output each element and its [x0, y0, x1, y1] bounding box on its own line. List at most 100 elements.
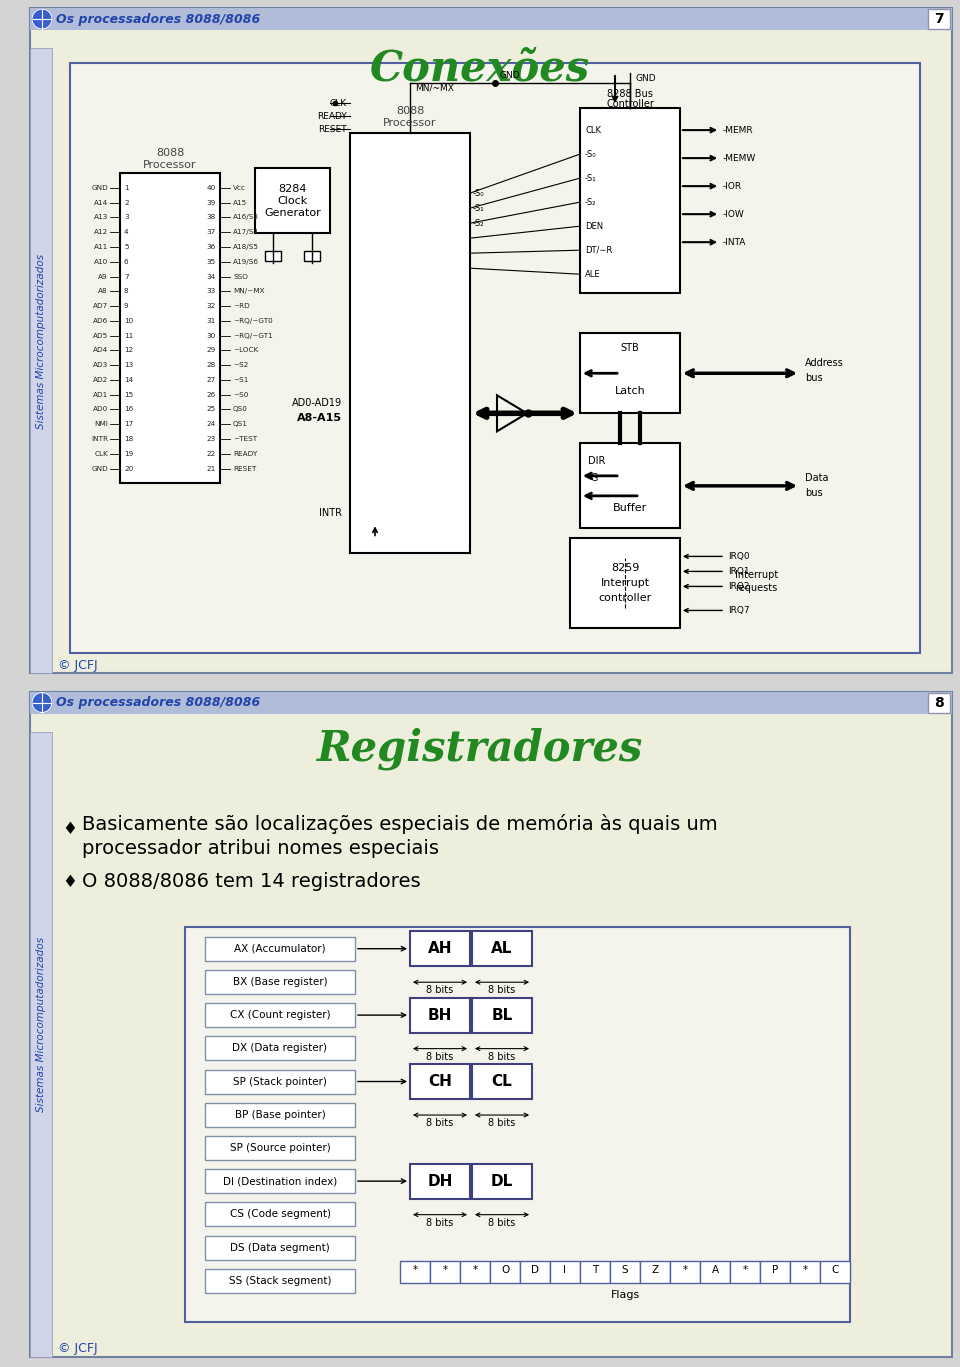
FancyBboxPatch shape	[205, 971, 355, 994]
Text: Os processadores 8088/8086: Os processadores 8088/8086	[56, 12, 260, 26]
Text: bus: bus	[805, 488, 823, 498]
Text: Registradores: Registradores	[317, 727, 643, 770]
Text: 11: 11	[124, 332, 133, 339]
Text: 12: 12	[124, 347, 133, 354]
FancyBboxPatch shape	[820, 1260, 850, 1284]
Text: DT/∼R: DT/∼R	[585, 246, 612, 254]
FancyBboxPatch shape	[580, 108, 680, 293]
Text: A12: A12	[94, 230, 108, 235]
Text: QS0: QS0	[233, 406, 248, 413]
Text: CH: CH	[428, 1074, 452, 1089]
Text: DX (Data register): DX (Data register)	[232, 1043, 327, 1054]
Text: processador atribui nomes especiais: processador atribui nomes especiais	[82, 839, 439, 858]
Text: P: P	[772, 1264, 779, 1275]
Text: SS (Stack segment): SS (Stack segment)	[228, 1275, 331, 1286]
Text: 22: 22	[206, 451, 216, 457]
Text: Controller: Controller	[606, 98, 654, 109]
Text: Basicamente são localizações especiais de memória às quais um: Basicamente são localizações especiais d…	[82, 813, 718, 834]
Text: A8: A8	[98, 288, 108, 294]
FancyBboxPatch shape	[205, 1269, 355, 1293]
Text: ~S1: ~S1	[233, 377, 249, 383]
Text: A16/S3: A16/S3	[233, 215, 259, 220]
FancyBboxPatch shape	[120, 174, 220, 484]
Text: *: *	[443, 1264, 447, 1275]
Text: 33: 33	[206, 288, 216, 294]
Text: 29: 29	[206, 347, 216, 354]
Text: AD1: AD1	[93, 392, 108, 398]
Text: O: O	[501, 1264, 509, 1275]
Text: -MEMW: -MEMW	[723, 153, 756, 163]
Text: QS1: QS1	[233, 421, 248, 428]
Text: A14: A14	[94, 200, 108, 205]
Text: 40: 40	[206, 185, 216, 191]
Text: Sistemas Microcomputadorizados: Sistemas Microcomputadorizados	[36, 254, 46, 429]
Text: 8 bits: 8 bits	[426, 1218, 454, 1228]
FancyBboxPatch shape	[700, 1260, 730, 1284]
Text: AD5: AD5	[93, 332, 108, 339]
Text: A13: A13	[94, 215, 108, 220]
Text: Latch: Latch	[614, 387, 645, 396]
Text: 38: 38	[206, 215, 216, 220]
FancyBboxPatch shape	[30, 48, 52, 674]
Text: -S₀: -S₀	[473, 189, 485, 198]
Text: 8088: 8088	[396, 107, 424, 116]
FancyBboxPatch shape	[570, 539, 680, 629]
Text: D: D	[531, 1264, 539, 1275]
Text: A: A	[711, 1264, 719, 1275]
Text: READY: READY	[233, 451, 257, 457]
Text: 8259: 8259	[611, 563, 639, 573]
Text: 16: 16	[124, 406, 133, 413]
Text: O 8088/8086 tem 14 registradores: O 8088/8086 tem 14 registradores	[82, 872, 420, 891]
Text: Interrupt: Interrupt	[600, 578, 650, 588]
Text: 2: 2	[124, 200, 129, 205]
FancyBboxPatch shape	[640, 1260, 670, 1284]
Text: BP (Base pointer): BP (Base pointer)	[234, 1110, 325, 1120]
Text: DEN: DEN	[585, 221, 603, 231]
Text: MN/~MX: MN/~MX	[233, 288, 265, 294]
Text: 35: 35	[206, 258, 216, 265]
Text: DI (Destination index): DI (Destination index)	[223, 1176, 337, 1187]
FancyBboxPatch shape	[410, 1163, 470, 1199]
Text: -S₁: -S₁	[473, 204, 485, 213]
Text: AX (Accumulator): AX (Accumulator)	[234, 943, 325, 954]
Text: 8284: 8284	[278, 183, 307, 194]
Circle shape	[32, 693, 52, 712]
FancyBboxPatch shape	[205, 1136, 355, 1161]
FancyBboxPatch shape	[205, 1203, 355, 1226]
Text: DH: DH	[427, 1174, 453, 1189]
Text: Interrupt: Interrupt	[735, 570, 779, 581]
Text: 31: 31	[206, 319, 216, 324]
Text: controller: controller	[598, 593, 652, 603]
Text: *: *	[742, 1264, 748, 1275]
Text: BL: BL	[492, 1007, 513, 1023]
FancyBboxPatch shape	[580, 334, 680, 413]
Text: Processor: Processor	[383, 118, 437, 128]
Text: 19: 19	[124, 451, 133, 457]
Text: ~TEST: ~TEST	[233, 436, 257, 442]
Text: *: *	[472, 1264, 477, 1275]
Text: A19/S6: A19/S6	[233, 258, 259, 265]
Text: ~RD: ~RD	[233, 303, 250, 309]
Text: GND: GND	[91, 185, 108, 191]
Text: *: *	[683, 1264, 687, 1275]
Text: STB: STB	[620, 343, 639, 353]
FancyBboxPatch shape	[205, 1003, 355, 1027]
Text: 10: 10	[124, 319, 133, 324]
Text: Flags: Flags	[611, 1290, 639, 1300]
FancyBboxPatch shape	[70, 63, 920, 653]
FancyBboxPatch shape	[400, 1260, 430, 1284]
Text: IRQ2: IRQ2	[728, 582, 750, 591]
Text: 24: 24	[206, 421, 216, 428]
FancyBboxPatch shape	[30, 731, 52, 1357]
Text: A11: A11	[94, 243, 108, 250]
FancyBboxPatch shape	[472, 931, 532, 966]
FancyBboxPatch shape	[760, 1260, 790, 1284]
FancyBboxPatch shape	[30, 8, 952, 674]
FancyBboxPatch shape	[430, 1260, 460, 1284]
Text: -IOR: -IOR	[723, 182, 742, 190]
Text: SP (Stack pointer): SP (Stack pointer)	[233, 1077, 327, 1087]
Text: Address: Address	[805, 358, 844, 368]
FancyBboxPatch shape	[580, 1260, 610, 1284]
Text: Z: Z	[652, 1264, 659, 1275]
Text: 8 bits: 8 bits	[426, 1118, 454, 1128]
